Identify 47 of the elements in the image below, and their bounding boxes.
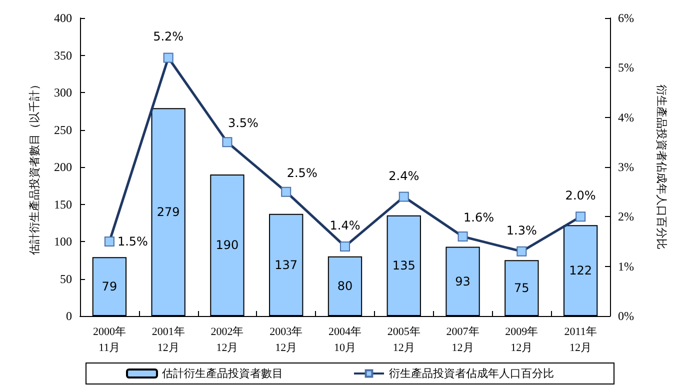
y-tick-label: 350 — [54, 48, 72, 62]
x-tick-label: 2000年 11月 — [92, 326, 126, 354]
y-tick-label: 50 — [60, 272, 72, 286]
y-axis-title: 估計衍生產品投資者數目（以千計） — [28, 79, 41, 255]
y2-tick-label: 0% — [618, 309, 634, 323]
data-label: 5.2% — [153, 30, 184, 44]
data-label: 93 — [455, 274, 470, 288]
legend-label: 衍生產品投資者佔成年人口百分比 — [389, 367, 554, 380]
data-label: 2.5% — [286, 166, 318, 180]
data-label: 137 — [274, 258, 298, 272]
y-tick-label: 400 — [54, 11, 72, 25]
x-tick-label: 2004年 10月 — [328, 326, 362, 354]
x-tick-label: 2009年 12月 — [505, 326, 538, 354]
data-label: 1.3% — [506, 223, 537, 238]
data-label: 1.4% — [330, 218, 360, 232]
y2-tick-label: 6% — [618, 11, 634, 25]
data-label: 2.4% — [388, 168, 420, 183]
y2-axis-title: 衍生產品投資者佔成年人口百分比 — [655, 84, 668, 250]
data-label: 2.0% — [565, 188, 596, 203]
y2-tick-label: 2% — [618, 210, 634, 224]
x-tick-label: 2002年 12月 — [210, 326, 244, 354]
y-tick-label: 100 — [54, 234, 72, 248]
data-label: 3.5% — [228, 116, 258, 130]
data-label: 1.6% — [464, 210, 494, 225]
y2-tick-label: 1% — [618, 259, 634, 274]
y2-tick-label: 5% — [618, 60, 634, 75]
y2-tick-label: 3% — [618, 160, 634, 174]
x-tick-label: 2007年 12月 — [446, 326, 480, 354]
data-label: 279 — [156, 205, 180, 220]
y-tick-label: 150 — [54, 197, 72, 212]
data-label: 122 — [569, 264, 592, 278]
x-tick-label: 2005年 12月 — [387, 326, 420, 354]
x-tick-label: 2001年 12月 — [152, 326, 185, 354]
y-tick-label: 300 — [54, 86, 72, 100]
x-tick-label: 2011年 12月 — [564, 326, 597, 354]
data-label: 79 — [102, 280, 118, 294]
x-tick-label: 2003年 12月 — [270, 326, 303, 354]
y-tick-label: 0 — [66, 309, 72, 323]
y-tick-label: 250 — [54, 122, 72, 137]
legend-label: 估計衍生產品投資者數目 — [162, 367, 283, 380]
data-label: 135 — [392, 258, 416, 273]
data-label: 1.5% — [117, 234, 148, 248]
y2-tick-label: 4% — [618, 110, 634, 124]
data-label: 190 — [216, 238, 239, 252]
data-label: 75 — [514, 281, 530, 296]
data-label: 80 — [337, 279, 353, 294]
y-tick-label: 200 — [54, 160, 72, 174]
